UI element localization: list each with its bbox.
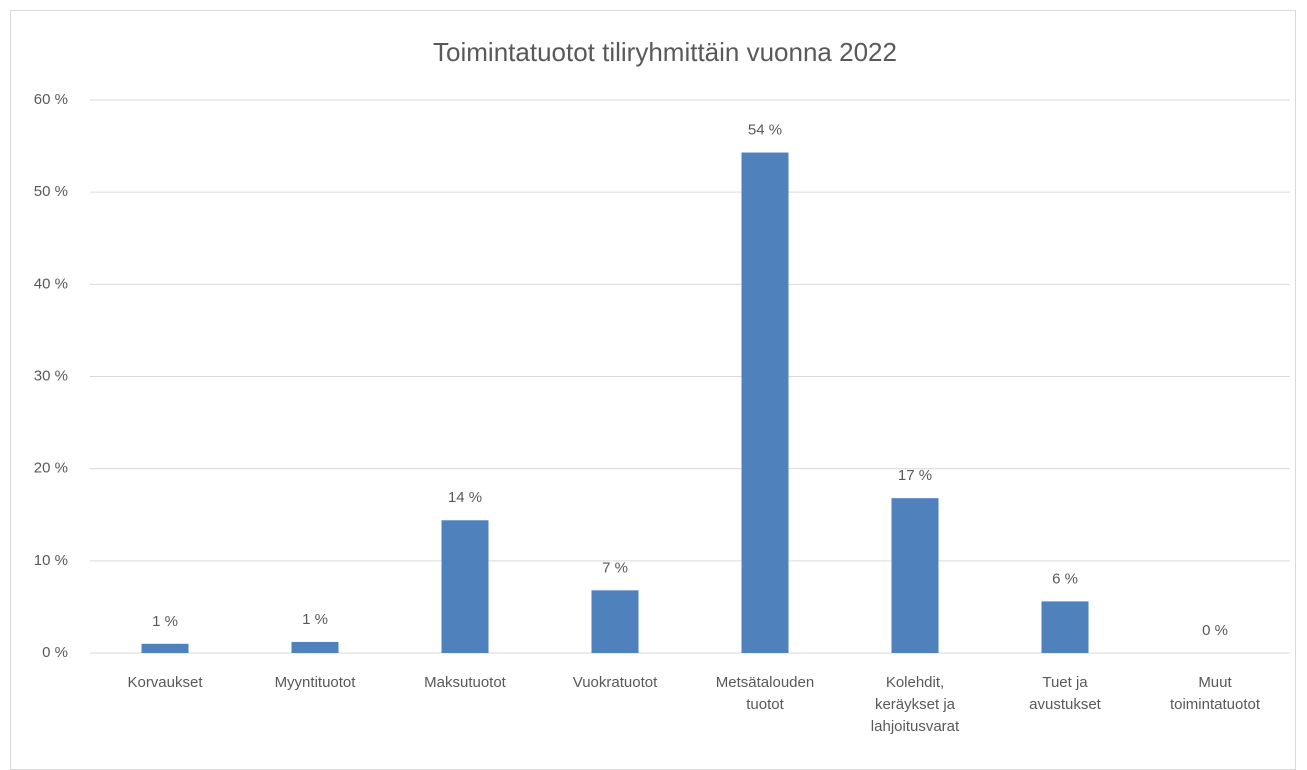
data-label: 54 % <box>748 122 782 139</box>
data-label: 6 % <box>1052 570 1078 587</box>
y-tick-label: 10 % <box>34 552 68 569</box>
bar <box>741 152 789 653</box>
bar <box>141 643 189 653</box>
y-tick-label: 0 % <box>42 644 68 661</box>
x-tick-label: Korvaukset <box>127 674 203 691</box>
x-tick-label: Vuokratuotot <box>572 674 658 691</box>
x-tick-label: Muut toimintatuotot <box>1169 674 1261 713</box>
y-tick-label: 20 % <box>34 460 68 477</box>
bar <box>1041 601 1089 653</box>
x-tick-label: Myyntituotot <box>274 674 356 691</box>
data-label: 7 % <box>602 559 628 576</box>
bar <box>591 590 639 653</box>
y-tick-label: 60 % <box>34 91 68 108</box>
x-tick-label: Metsätalouden tuotot <box>715 674 815 713</box>
data-label: 1 % <box>152 613 178 630</box>
y-tick-label: 40 % <box>34 275 68 292</box>
bar <box>441 520 489 653</box>
x-tick-label: Tuet ja avustukset <box>1029 674 1101 713</box>
x-tick-label: Maksutuotot <box>424 674 506 691</box>
y-tick-label: 50 % <box>34 183 68 200</box>
data-label: 1 % <box>302 611 328 628</box>
bar <box>891 498 939 653</box>
y-tick-label: 30 % <box>34 367 68 384</box>
chart-title: Toimintatuotot tiliryhmittäin vuonna 202… <box>433 37 897 67</box>
data-label: 17 % <box>898 467 932 484</box>
x-tick-label: Kolehdit, keräykset ja lahjoitusvarat <box>870 674 960 735</box>
data-label: 14 % <box>448 489 482 506</box>
bar <box>291 641 339 653</box>
data-label: 0 % <box>1202 622 1228 639</box>
